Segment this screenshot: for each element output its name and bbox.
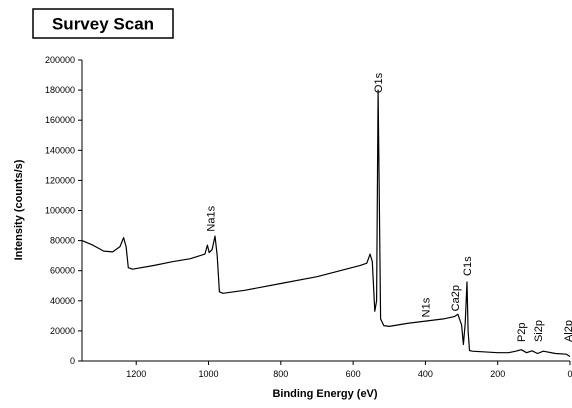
y-tick-label: 180000: [45, 85, 75, 95]
peak-label: O1s: [373, 72, 385, 93]
y-tick-label: 40000: [50, 296, 75, 306]
peak-label: Ca2p: [450, 285, 462, 311]
y-tick-label: 80000: [50, 236, 75, 246]
peak-label: Al2p: [563, 320, 572, 342]
peak-label: P2p: [516, 322, 528, 342]
peak-label: N1s: [420, 297, 432, 317]
peak-label: Si2p: [533, 320, 545, 342]
y-axis-label: Intensity (counts/s): [13, 159, 25, 260]
spectrum-line: [81, 89, 571, 358]
y-tick-label: 100000: [45, 206, 75, 216]
x-tick-label: 400: [418, 369, 433, 379]
x-tick-label: 0: [567, 369, 572, 379]
chart-title: Survey Scan: [52, 14, 154, 33]
x-tick-label: 1200: [126, 369, 146, 379]
y-tick-label: 0: [70, 356, 75, 366]
y-tick-label: 120000: [45, 175, 75, 185]
y-tick-label: 200000: [45, 55, 75, 65]
x-axis-label: Binding Energy (eV): [272, 388, 377, 400]
x-tick-label: 600: [346, 369, 361, 379]
x-tick-label: 1000: [199, 369, 219, 379]
peak-label: Na1s: [205, 205, 217, 231]
x-tick-label: 800: [273, 369, 288, 379]
y-tick-label: 140000: [45, 145, 75, 155]
title-box: [32, 8, 174, 39]
peak-label: C1s: [462, 256, 474, 276]
y-tick-label: 20000: [50, 326, 75, 336]
y-tick-label: 60000: [50, 266, 75, 276]
y-tick-label: 160000: [45, 115, 75, 125]
x-tick-label: 200: [490, 369, 505, 379]
